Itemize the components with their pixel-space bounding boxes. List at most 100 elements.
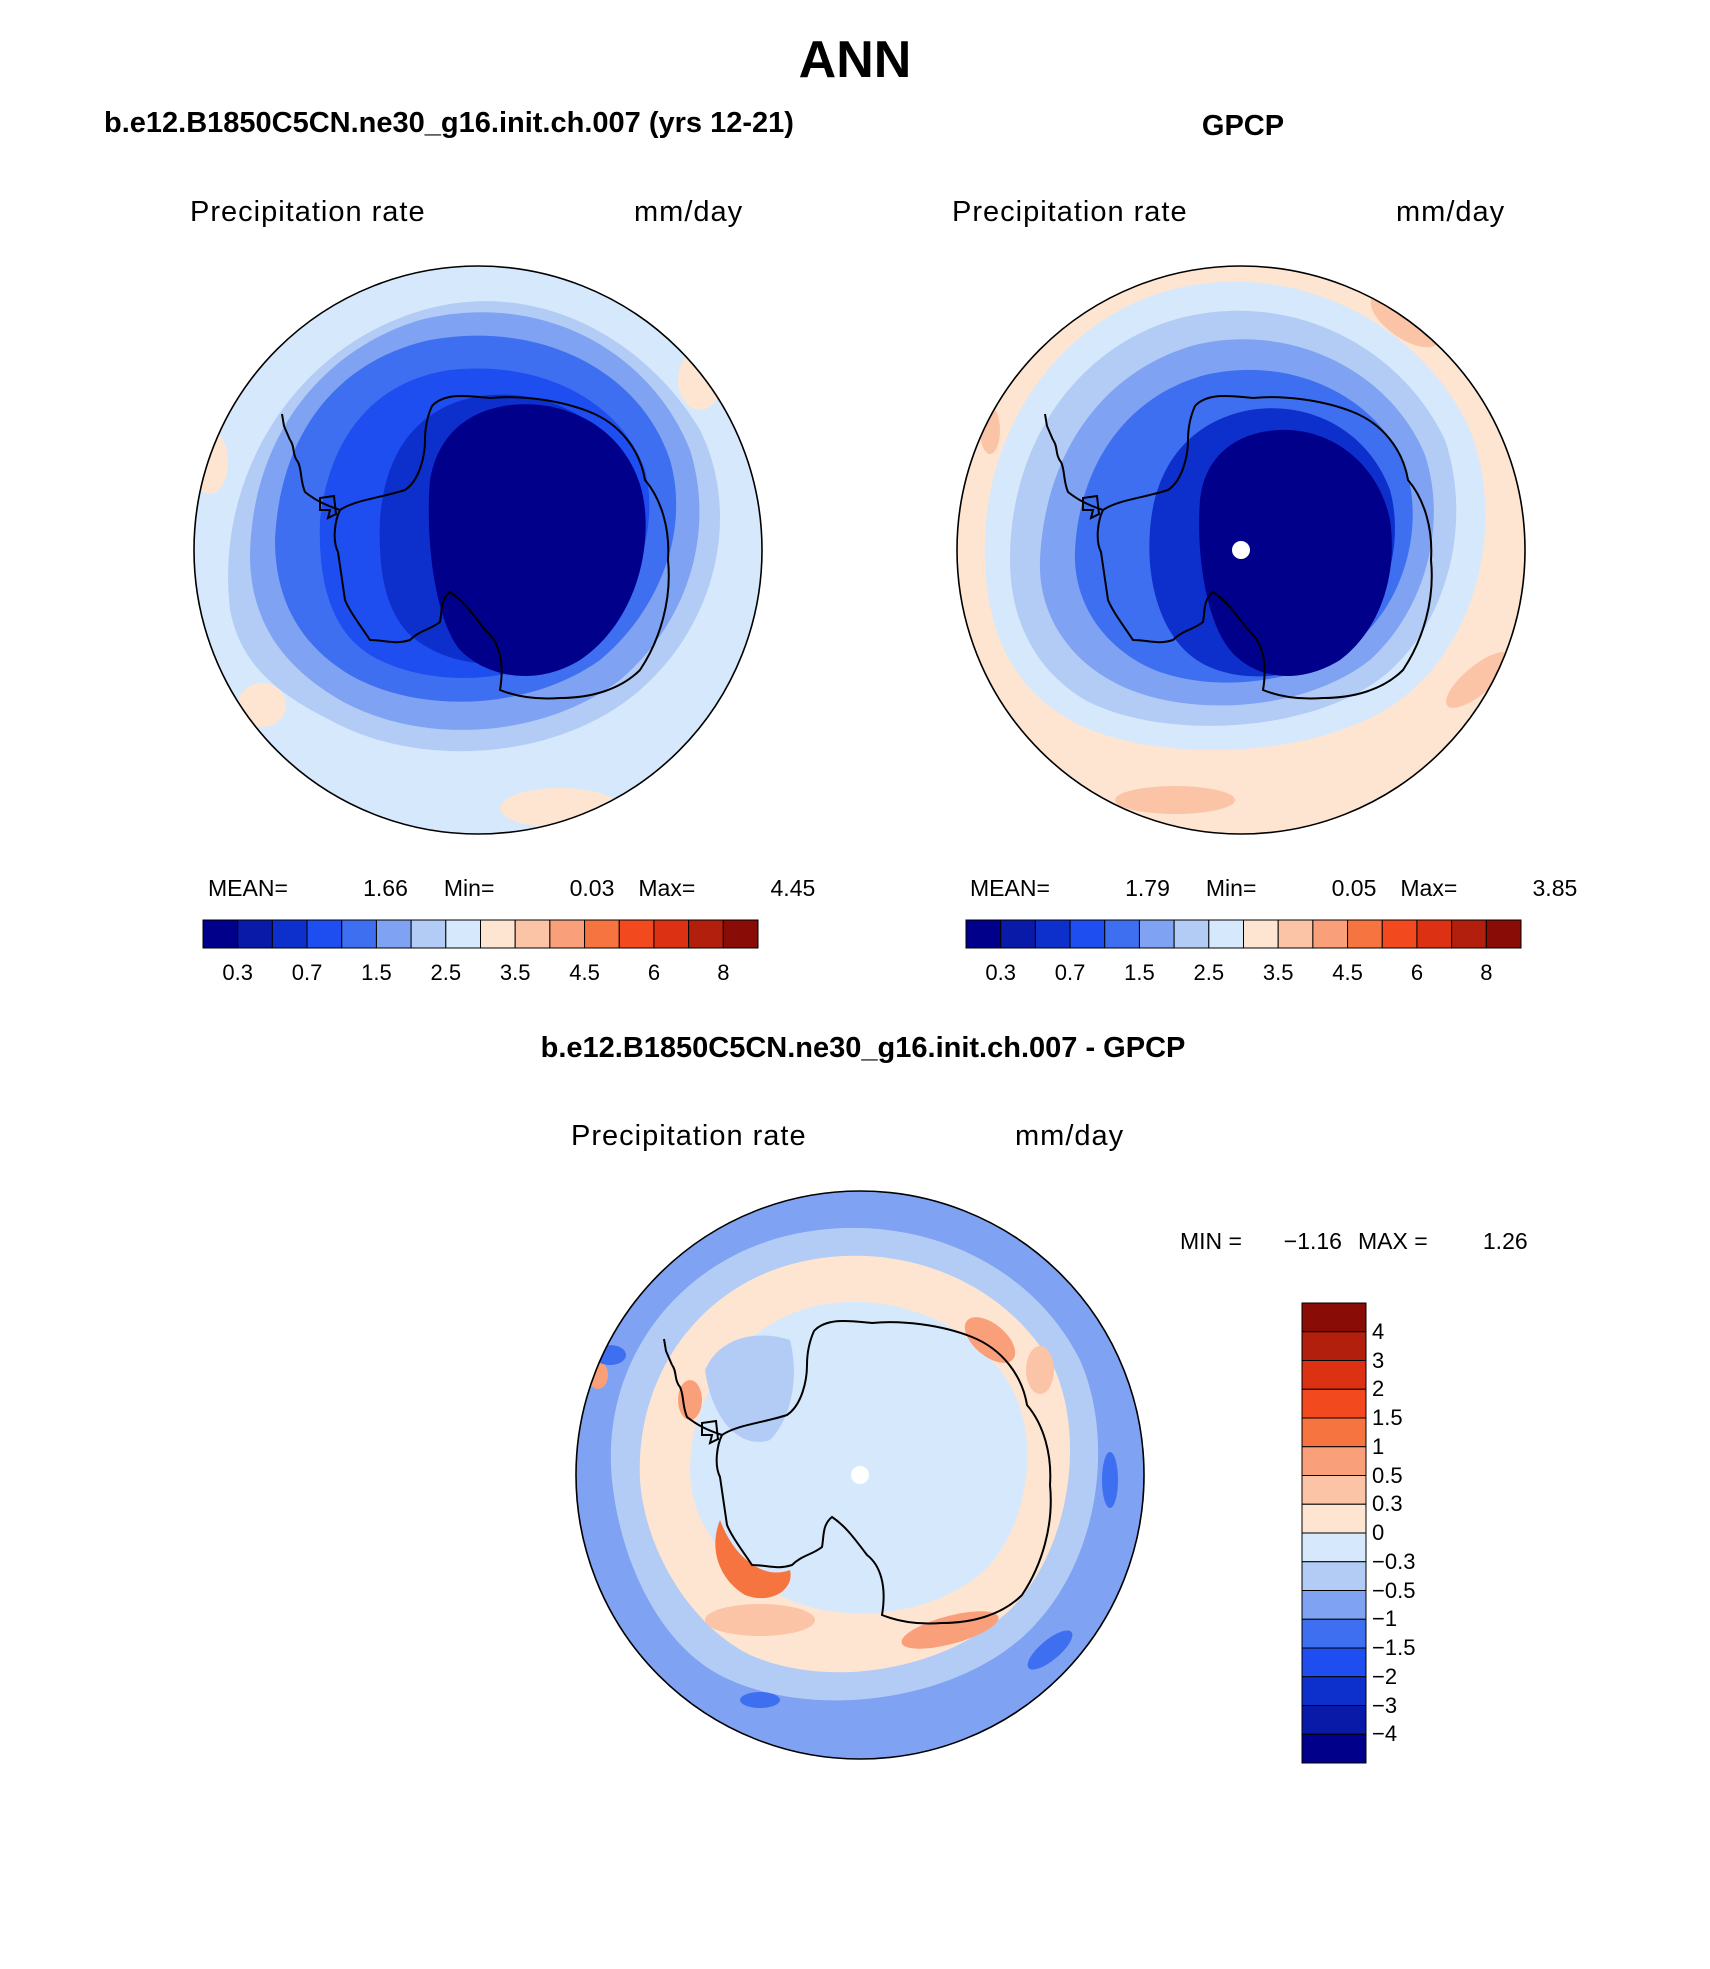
panel2-stats: MEAN= 1.79 Min= 0.05 Max= 3.85 xyxy=(970,875,1577,902)
mean-label: MEAN= xyxy=(970,875,1050,901)
colorbar-swatch xyxy=(1301,1503,1367,1534)
colorbar-swatch xyxy=(271,919,308,949)
colorbar-tick-label: −0.5 xyxy=(1372,1577,1416,1603)
colorbar-swatch xyxy=(514,919,551,949)
colorbar-tick-label: −4 xyxy=(1372,1721,1398,1747)
colorbar-tick-label: 3.5 xyxy=(499,960,531,985)
colorbar-swatch xyxy=(1416,919,1453,949)
min-value: −1.16 xyxy=(1283,1228,1342,1254)
colorbar-swatch xyxy=(549,919,586,949)
panel1-colorbar xyxy=(202,919,759,949)
colorbar-tick-label: 0.7 xyxy=(291,960,323,985)
min-label: Min= xyxy=(1205,875,1257,901)
panel2-colorbar xyxy=(965,919,1522,949)
panel3-title: b.e12.B1850C5CN.ne30_g16.init.ch.007 - G… xyxy=(540,1032,1186,1064)
colorbar-tick-label: 0.3 xyxy=(985,960,1016,985)
colorbar-swatch xyxy=(202,919,239,949)
colorbar-tick-label: 2.5 xyxy=(430,960,462,985)
colorbar-swatch xyxy=(1301,1561,1367,1591)
colorbar-swatch xyxy=(1243,919,1279,949)
colorbar-swatch xyxy=(1301,1360,1367,1390)
colorbar-swatch xyxy=(1301,1302,1367,1333)
colorbar-swatch xyxy=(584,919,620,949)
colorbar-swatch xyxy=(1301,1475,1367,1505)
colorbar-tick-label: 0 xyxy=(1372,1520,1385,1545)
min-value: 0.05 xyxy=(1331,875,1377,901)
panel1-stats: MEAN= 1.66 Min= 0.03 Max= 4.45 xyxy=(208,875,815,902)
mean-value: 1.79 xyxy=(1125,875,1170,901)
max-label: MAX = xyxy=(1357,1228,1428,1254)
panel3-colorbar xyxy=(1301,1302,1367,1764)
panel3-colorbar-ticks: 4 3 2 1.5 1 0.5 0.3 0 −0.3 −0.5 −1 −1.5 −2 −3 −4 xyxy=(1372,1303,1492,1763)
max-value: 1.26 xyxy=(1482,1228,1528,1254)
colorbar-swatch xyxy=(1138,919,1175,949)
colorbar-tick-label: 4 xyxy=(1372,1318,1385,1344)
colorbar-tick-label: −1 xyxy=(1372,1606,1398,1632)
panel1-units-label: mm/day xyxy=(634,196,744,228)
colorbar-tick-label: 0.3 xyxy=(1372,1491,1403,1517)
colorbar-swatch xyxy=(1277,919,1314,949)
colorbar-swatch xyxy=(1301,1532,1367,1563)
colorbar-swatch xyxy=(1034,919,1071,949)
colorbar-tick-label: 0.5 xyxy=(1372,1462,1403,1488)
panel2-colorbar-ticks: 0.3 0.7 1.5 2.5 3.5 4.5 6 8 xyxy=(966,960,1521,990)
colorbar-tick-label: −3 xyxy=(1372,1692,1398,1718)
colorbar-swatch xyxy=(965,919,1002,949)
max-label: Max= xyxy=(1400,875,1458,901)
colorbar-swatch xyxy=(1301,1446,1367,1476)
mean-label: MEAN= xyxy=(208,875,288,901)
min-value: 0.03 xyxy=(569,875,615,901)
panel3-variable-label: Precipitation rate xyxy=(571,1120,807,1152)
colorbar-swatch xyxy=(1000,919,1036,949)
colorbar-swatch xyxy=(1301,1417,1367,1448)
colorbar-swatch xyxy=(1069,919,1106,949)
colorbar-swatch xyxy=(722,919,759,949)
panel2-variable-label: Precipitation rate xyxy=(952,196,1188,228)
pole-marker xyxy=(1232,541,1250,559)
colorbar-swatch xyxy=(688,919,724,949)
panel1-title: b.e12.B1850C5CN.ne30_g16.init.ch.007 (yr… xyxy=(104,107,794,139)
panel1-colorbar-ticks: 0.3 0.7 1.5 2.5 3.5 4.5 6 8 xyxy=(203,960,758,990)
colorbar-tick-label: 1.5 xyxy=(1372,1405,1403,1430)
colorbar-swatch xyxy=(410,919,447,949)
colorbar-tick-label: 0.3 xyxy=(222,960,253,985)
colorbar-tick-label: 2.5 xyxy=(1193,960,1225,985)
panel1-variable-label: Precipitation rate xyxy=(190,196,426,228)
colorbar-swatch xyxy=(1301,1590,1367,1620)
colorbar-swatch xyxy=(1301,1388,1367,1419)
min-label: MIN = xyxy=(1180,1228,1242,1254)
colorbar-tick-label: −2 xyxy=(1372,1663,1398,1689)
mean-value: 1.66 xyxy=(363,875,408,901)
colorbar-tick-label: 1.5 xyxy=(1124,960,1155,985)
max-label: Max= xyxy=(638,875,696,901)
colorbar-swatch xyxy=(1312,919,1349,949)
colorbar-tick-label: 1.5 xyxy=(361,960,392,985)
colorbar-swatch xyxy=(1301,1647,1367,1678)
min-label: Min= xyxy=(443,875,495,901)
colorbar-tick-label: 2 xyxy=(1372,1376,1385,1402)
colorbar-tick-label: 0.7 xyxy=(1054,960,1086,985)
colorbar-swatch xyxy=(1173,919,1210,949)
colorbar-tick-label: 4.5 xyxy=(569,960,600,985)
panel2-title: GPCP xyxy=(1201,110,1285,142)
panel3-stats: MIN = −1.16 MAX = 1.26 xyxy=(1180,1228,1528,1255)
colorbar-swatch xyxy=(445,919,481,949)
colorbar-swatch xyxy=(341,919,377,949)
colorbar-tick-label: 1 xyxy=(1372,1433,1385,1459)
colorbar-swatch xyxy=(237,919,273,949)
colorbar-swatch xyxy=(1451,919,1487,949)
colorbar-tick-label: 6 xyxy=(1410,960,1424,985)
colorbar-swatch xyxy=(306,919,343,949)
colorbar-swatch xyxy=(618,919,655,949)
colorbar-swatch xyxy=(1301,1733,1367,1764)
colorbar-tick-label: 8 xyxy=(1480,960,1493,985)
colorbar-tick-label: 3.5 xyxy=(1262,960,1294,985)
colorbar-swatch xyxy=(1301,1618,1367,1649)
max-value: 4.45 xyxy=(770,875,816,901)
colorbar-swatch xyxy=(1301,1676,1367,1706)
colorbar-tick-label: 8 xyxy=(717,960,730,985)
colorbar-tick-label: 4.5 xyxy=(1332,960,1363,985)
